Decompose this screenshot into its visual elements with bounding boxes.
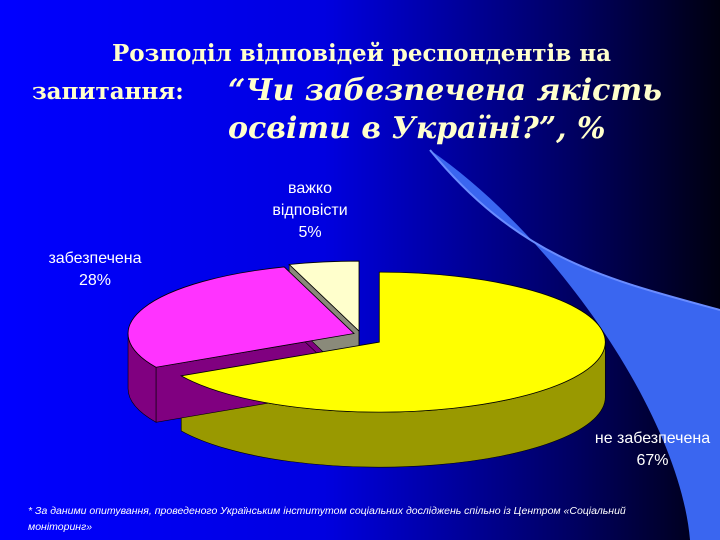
category-label: не забезпечена <box>594 430 711 447</box>
label-2: важко відповісти 5% <box>250 178 370 244</box>
footnote: * За даними опитування, проведеного Укра… <box>28 505 626 533</box>
title-lead: запитання: <box>32 78 184 105</box>
category-label: важко відповісти <box>272 180 348 219</box>
value-label: 5% <box>298 224 322 241</box>
pie-tops <box>127 260 606 413</box>
value-label: 67% <box>636 452 669 469</box>
pie-slice <box>180 271 606 413</box>
label-0: не забезпечена 67% <box>590 428 715 472</box>
title-question: “Чи забезпечена якість освіти в Україні?… <box>228 73 662 146</box>
label-1: забезпечена 28% <box>30 248 160 292</box>
pie-slice <box>288 260 360 332</box>
decor-edge <box>429 149 720 311</box>
decor-swoosh <box>430 150 720 540</box>
value-label: 28% <box>78 272 112 289</box>
pie <box>127 260 606 468</box>
title-line1: Розподіл відповідей респондентів на <box>112 40 611 67</box>
category-label: забезпечена <box>48 250 142 267</box>
pie-slice <box>127 266 355 368</box>
